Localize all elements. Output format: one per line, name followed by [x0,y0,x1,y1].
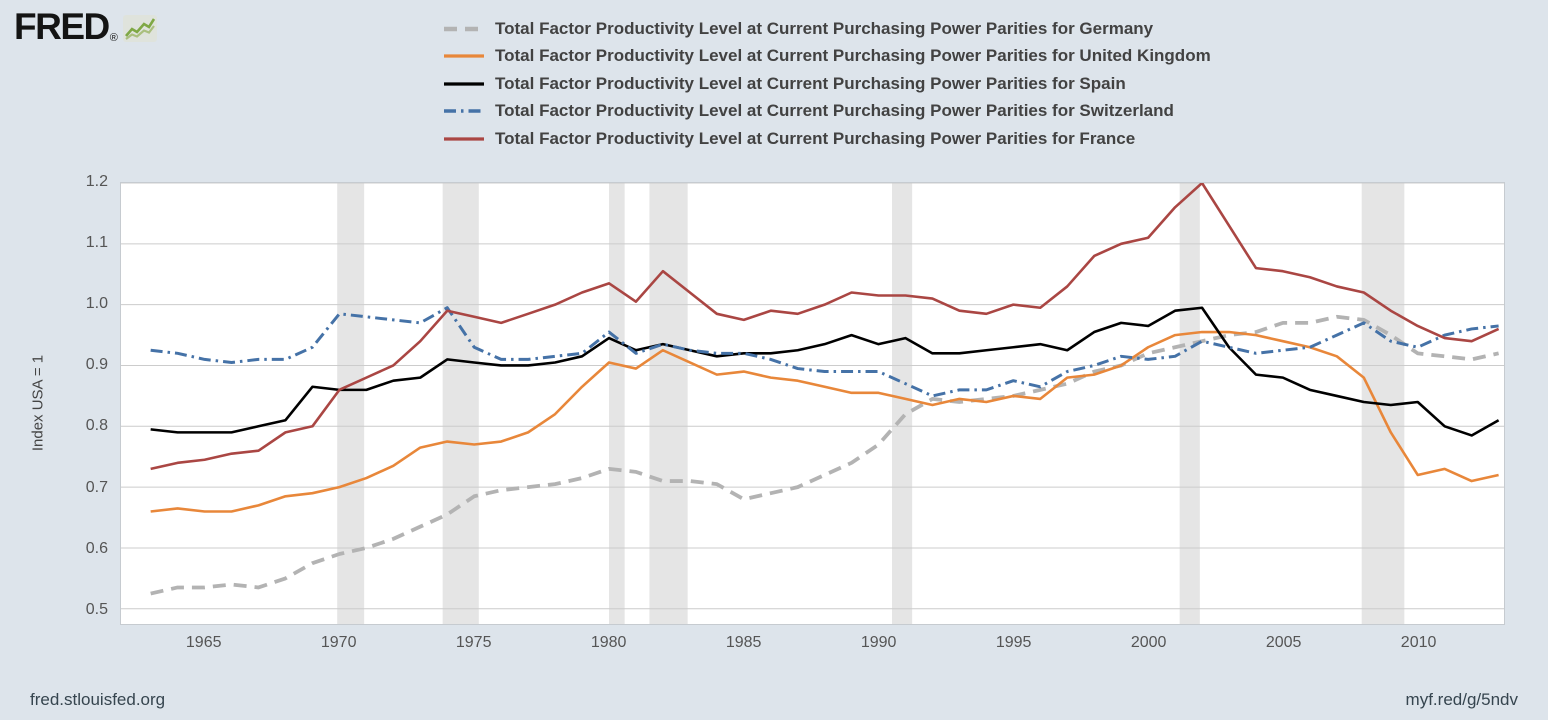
legend-line-sample [444,82,484,86]
fred-site-link[interactable]: fred.stlouisfed.org [30,690,166,709]
legend-item-germany[interactable]: Total Factor Productivity Level at Curre… [443,15,1211,43]
legend-line-sample [444,54,484,58]
fred-logo-text: FRED [14,6,110,47]
y-tick-label: 1.1 [85,234,108,252]
x-tick-label: 2010 [1400,634,1437,651]
x-tick-label: 1965 [185,634,222,651]
series-line-switzerland [150,306,1499,398]
legend-item-united-kingdom[interactable]: Total Factor Productivity Level at Curre… [443,43,1211,71]
legend-label: Total Factor Productivity Level at Curre… [495,73,1126,93]
chart-footer: fred.stlouisfed.org myf.red/g/5ndv [0,690,1548,710]
series-line-germany [150,314,1500,596]
y-tick-label: 0.7 [85,478,108,496]
graph-short-url[interactable]: myf.red/g/5ndv [1405,690,1518,709]
x-tick-label: 1980 [590,634,627,651]
y-tick-label: 1.2 [85,173,108,190]
recession-band [337,183,365,624]
series-line-spain [150,306,1500,437]
legend-line-sample [444,137,484,141]
legend-item-spain[interactable]: Total Factor Productivity Level at Curre… [443,70,1211,98]
x-tick-label: 1995 [995,634,1032,651]
legend-item-switzerland[interactable]: Total Factor Productivity Level at Curre… [443,98,1211,126]
y-tick-label: 1.0 [85,295,108,313]
chart-legend: Total Factor Productivity Level at Curre… [443,15,1211,153]
recession-band [891,183,913,624]
legend-line-sample [444,26,484,31]
fred-logo-registered-mark: ® [109,32,118,44]
x-tick-label: 1975 [455,634,492,651]
x-tick-label: 2005 [1265,634,1302,651]
fred-logo-sparkline-icon [122,15,157,42]
y-tick-label: 0.5 [85,600,108,618]
x-tick-label: 1985 [725,634,762,651]
legend-item-france[interactable]: Total Factor Productivity Level at Curre… [443,125,1211,153]
legend-line-sample [444,109,484,114]
x-tick-label: 2000 [1130,634,1167,651]
y-tick-label: 0.8 [85,417,108,435]
legend-label: Total Factor Productivity Level at Curre… [495,46,1211,66]
recession-band [608,183,625,624]
series-line-united-kingdom [150,330,1499,513]
fred-logo[interactable]: FRED ® [14,6,157,47]
recession-band [1179,183,1200,624]
recession-band [442,183,479,624]
legend-label: Total Factor Productivity Level at Curre… [495,18,1154,38]
legend-label: Total Factor Productivity Level at Curre… [495,101,1174,121]
series-line-france [150,183,1500,471]
x-tick-label: 1990 [860,634,897,651]
recession-band [649,183,688,624]
y-tick-label: 0.9 [85,356,108,374]
y-tick-label: 0.6 [85,539,108,557]
plot-area[interactable] [120,182,1505,625]
y-axis-title: Index USA = 1 [29,354,47,452]
legend-label: Total Factor Productivity Level at Curre… [495,128,1136,148]
x-tick-label: 1970 [320,634,357,651]
